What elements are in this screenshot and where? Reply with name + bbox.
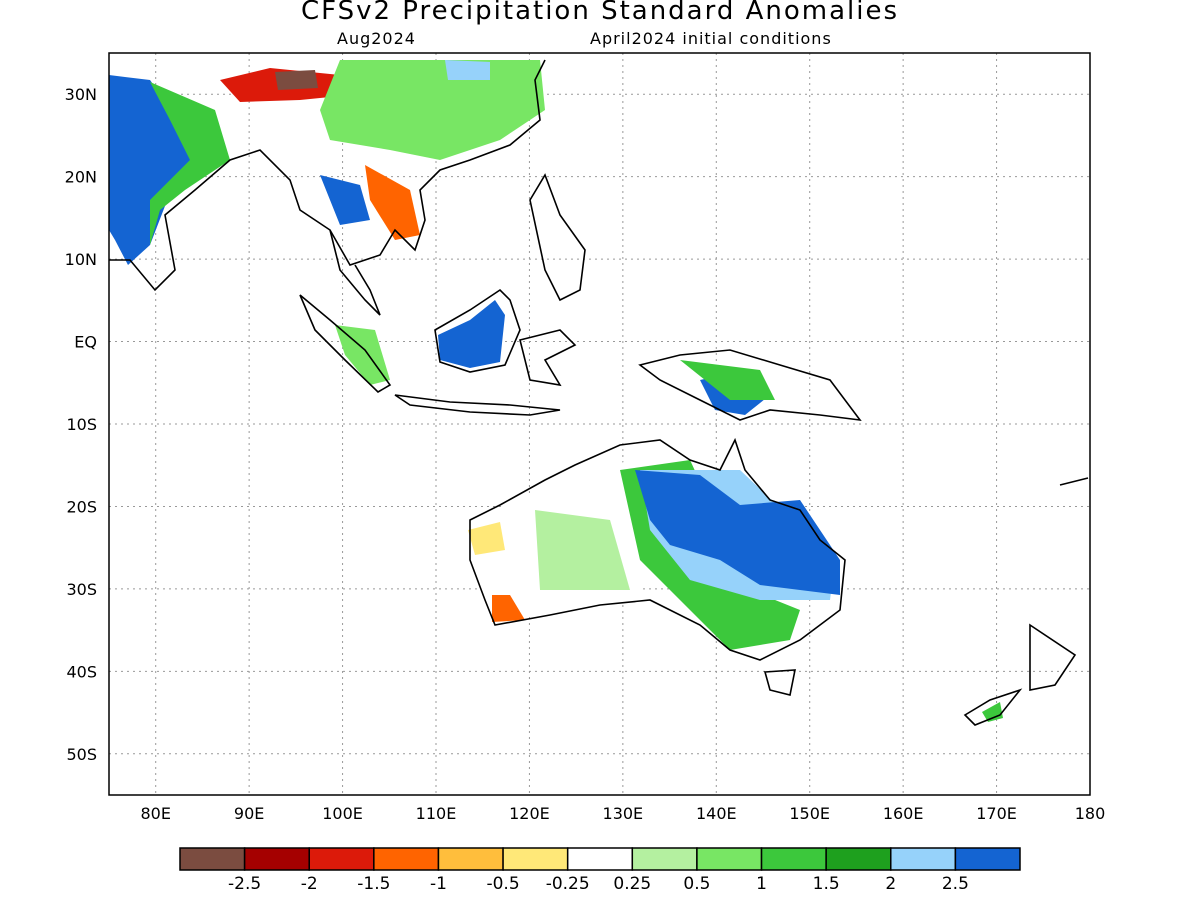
legend-label: 1 bbox=[756, 874, 767, 894]
china-blue-spots bbox=[445, 60, 490, 80]
coast-new-guinea bbox=[638, 349, 862, 422]
indochina-wet-strip bbox=[320, 175, 370, 225]
y-tick-label: 20S bbox=[66, 497, 97, 516]
coast-new-zealand bbox=[963, 623, 1077, 726]
y-tick-label: 30N bbox=[65, 85, 97, 104]
coast-sulawesi bbox=[519, 329, 577, 387]
legend-swatch bbox=[890, 847, 957, 871]
coast-tasmania bbox=[763, 669, 796, 696]
australia-east-wet bbox=[635, 470, 840, 595]
borneo-wet-region bbox=[438, 300, 505, 368]
tibet-very-dry-core bbox=[275, 70, 318, 90]
x-tick-label: 120E bbox=[509, 804, 550, 823]
y-tick-label: 30S bbox=[66, 580, 97, 599]
legend-swatch bbox=[696, 847, 763, 871]
legend-label: 0.25 bbox=[613, 874, 651, 894]
legend-swatch bbox=[179, 847, 246, 871]
legend-swatch bbox=[631, 847, 698, 871]
longitude-ticks: 80E 90E 100E 110E 120E 130E 140E 150E 160E 170E 18… bbox=[140, 804, 1105, 823]
legend-label: 1.5 bbox=[813, 874, 840, 894]
sw-australia-dry bbox=[492, 595, 525, 622]
new-guinea-positive bbox=[680, 360, 775, 400]
coast-asia bbox=[109, 59, 546, 292]
map-title: CFSv2 Precipitation Standard Anomalies bbox=[300, 0, 900, 26]
x-tick-label: 140E bbox=[696, 804, 737, 823]
legend-swatch bbox=[308, 847, 375, 871]
nz-positive bbox=[982, 702, 1003, 722]
legend-swatch bbox=[502, 847, 569, 871]
forecast-month: Aug2024 bbox=[337, 29, 416, 48]
legend-swatch bbox=[373, 847, 440, 871]
coast-sumatra bbox=[299, 294, 392, 393]
x-tick-label: 150E bbox=[789, 804, 830, 823]
y-tick-label: EQ bbox=[74, 333, 97, 352]
y-tick-label: 10S bbox=[66, 415, 97, 434]
indochina-dry-strip bbox=[365, 165, 420, 240]
x-tick-label: 80E bbox=[140, 804, 170, 823]
x-tick-label: 90E bbox=[234, 804, 264, 823]
legend-label: 2.5 bbox=[942, 874, 969, 894]
coastlines bbox=[109, 59, 1089, 726]
x-tick-label: 170E bbox=[976, 804, 1017, 823]
legend-swatch bbox=[954, 847, 1021, 871]
coast-australia bbox=[469, 437, 846, 661]
color-legend: -2.5 -2 -1.5 -1 -0.5 -0.25 0.25 0.5 1 1.5 2 2.5 bbox=[179, 847, 1021, 894]
coast-malaya bbox=[329, 229, 381, 316]
legend-label: -0.25 bbox=[546, 874, 590, 894]
x-tick-label: 100E bbox=[322, 804, 363, 823]
y-tick-label: 20N bbox=[65, 168, 97, 187]
graticule bbox=[109, 53, 1090, 795]
x-tick-label: 110E bbox=[416, 804, 457, 823]
x-tick-label: 160E bbox=[883, 804, 924, 823]
y-tick-label: 10N bbox=[65, 250, 97, 269]
legend-swatch bbox=[566, 847, 634, 871]
legend-swatch bbox=[825, 847, 892, 871]
coast-java bbox=[394, 394, 561, 416]
legend-label: -1.5 bbox=[357, 874, 390, 894]
w-australia-mild-dry bbox=[468, 522, 505, 555]
x-tick-label: 130E bbox=[603, 804, 644, 823]
legend-swatch bbox=[760, 847, 827, 871]
india-positive-fringe bbox=[150, 82, 230, 245]
y-tick-label: 40S bbox=[66, 662, 97, 681]
latitude-ticks: 30N 20N 10N EQ 10S 20S 30S 40S 50S bbox=[65, 85, 97, 764]
legend-label: -2.5 bbox=[228, 874, 261, 894]
coast-fiji bbox=[1059, 477, 1089, 486]
china-wet-region bbox=[320, 60, 545, 160]
coast-borneo bbox=[434, 288, 521, 373]
sumatra-positive bbox=[335, 325, 390, 385]
legend-label: -0.5 bbox=[486, 874, 519, 894]
coast-philippines bbox=[529, 173, 586, 302]
legend-label: 0.5 bbox=[683, 874, 710, 894]
anomaly-fields bbox=[109, 60, 1003, 722]
x-tick-label: 180 bbox=[1075, 804, 1106, 823]
legend-label: 2 bbox=[885, 874, 896, 894]
legend-swatch bbox=[437, 847, 504, 871]
legend-swatch bbox=[243, 847, 310, 871]
y-tick-label: 50S bbox=[66, 745, 97, 764]
australia-light-green bbox=[535, 510, 630, 590]
legend-label: -1 bbox=[430, 874, 447, 894]
initial-conditions: April2024 initial conditions bbox=[590, 29, 832, 48]
plot-border bbox=[108, 52, 1091, 796]
legend-label: -2 bbox=[301, 874, 318, 894]
